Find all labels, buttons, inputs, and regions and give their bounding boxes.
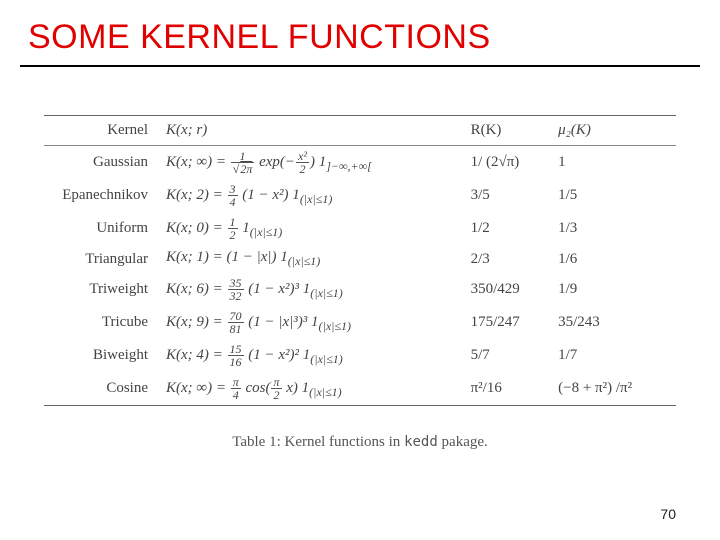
kernel-name: Uniform: [44, 212, 162, 245]
kernel-mu2k: 35/243: [554, 306, 676, 339]
kernel-table: Kernel K(x; r) R(K) μ₂(K) GaussianK(x; ∞…: [44, 115, 676, 406]
kernel-name: Biweight: [44, 339, 162, 372]
kernel-function: K(x; 1) = (1 − |x|) 1(|x|≤1): [162, 245, 467, 273]
col-kernel: Kernel: [44, 116, 162, 146]
kernel-name: Gaussian: [44, 146, 162, 180]
table-row: TricubeK(x; 9) = 7081 (1 − |x|³)³ 1(|x|≤…: [44, 306, 676, 339]
kernel-rk: 175/247: [467, 306, 555, 339]
kernel-name: Triweight: [44, 273, 162, 306]
table-caption: Table 1: Kernel functions in kedd pakage…: [0, 434, 720, 451]
kernel-mu2k: 1/5: [554, 179, 676, 212]
kernel-name: Triangular: [44, 245, 162, 273]
page-number: 70: [660, 506, 676, 522]
kernel-rk: 2/3: [467, 245, 555, 273]
col-mu2k: μ₂(K): [554, 116, 676, 146]
kernel-function: K(x; 6) = 3532 (1 − x²)³ 1(|x|≤1): [162, 273, 467, 306]
kernel-rk: 1/ (2√π): [467, 146, 555, 180]
kernel-rk: π²/16: [467, 372, 555, 406]
kernel-function: K(x; 0) = 12 1(|x|≤1): [162, 212, 467, 245]
kernel-mu2k: 1/6: [554, 245, 676, 273]
kernel-name: Cosine: [44, 372, 162, 406]
table-row: BiweightK(x; 4) = 1516 (1 − x²)² 1(|x|≤1…: [44, 339, 676, 372]
kernel-name: Epanechnikov: [44, 179, 162, 212]
table-row: TriweightK(x; 6) = 3532 (1 − x²)³ 1(|x|≤…: [44, 273, 676, 306]
table-row: EpanechnikovK(x; 2) = 34 (1 − x²) 1(|x|≤…: [44, 179, 676, 212]
table-row: TriangularK(x; 1) = (1 − |x|) 1(|x|≤1)2/…: [44, 245, 676, 273]
caption-code: kedd: [404, 434, 438, 450]
caption-suffix: pakage.: [438, 434, 488, 450]
caption-prefix: Table 1: Kernel functions in: [232, 434, 404, 450]
kernel-function: K(x; 2) = 34 (1 − x²) 1(|x|≤1): [162, 179, 467, 212]
kernel-function: K(x; 9) = 7081 (1 − |x|³)³ 1(|x|≤1): [162, 306, 467, 339]
col-kfunc-text: K(x; r): [166, 122, 207, 138]
col-kfunc: K(x; r): [162, 116, 467, 146]
kernel-mu2k: 1/9: [554, 273, 676, 306]
table-row: CosineK(x; ∞) = π4 cos(π2 x) 1(|x|≤1)π²/…: [44, 372, 676, 406]
table-row: GaussianK(x; ∞) = 1√2π exp(−x²2) 1]−∞,+∞…: [44, 146, 676, 180]
kernel-rk: 5/7: [467, 339, 555, 372]
kernel-rk: 3/5: [467, 179, 555, 212]
kernel-name: Tricube: [44, 306, 162, 339]
col-mu2k-text: μ₂(K): [558, 122, 591, 138]
table-row: UniformK(x; 0) = 12 1(|x|≤1)1/21/3: [44, 212, 676, 245]
page-title: SOME KERNEL FUNCTIONS: [0, 0, 720, 65]
kernel-function: K(x; ∞) = π4 cos(π2 x) 1(|x|≤1): [162, 372, 467, 406]
col-rk: R(K): [467, 116, 555, 146]
table-header-row: Kernel K(x; r) R(K) μ₂(K): [44, 116, 676, 146]
title-underline: [20, 65, 700, 67]
kernel-mu2k: 1: [554, 146, 676, 180]
kernel-rk: 1/2: [467, 212, 555, 245]
kernel-function: K(x; 4) = 1516 (1 − x²)² 1(|x|≤1): [162, 339, 467, 372]
kernel-table-wrap: Kernel K(x; r) R(K) μ₂(K) GaussianK(x; ∞…: [44, 115, 676, 406]
kernel-mu2k: 1/3: [554, 212, 676, 245]
kernel-mu2k: (−8 + π²) /π²: [554, 372, 676, 406]
kernel-mu2k: 1/7: [554, 339, 676, 372]
kernel-rk: 350/429: [467, 273, 555, 306]
kernel-function: K(x; ∞) = 1√2π exp(−x²2) 1]−∞,+∞[: [162, 146, 467, 180]
